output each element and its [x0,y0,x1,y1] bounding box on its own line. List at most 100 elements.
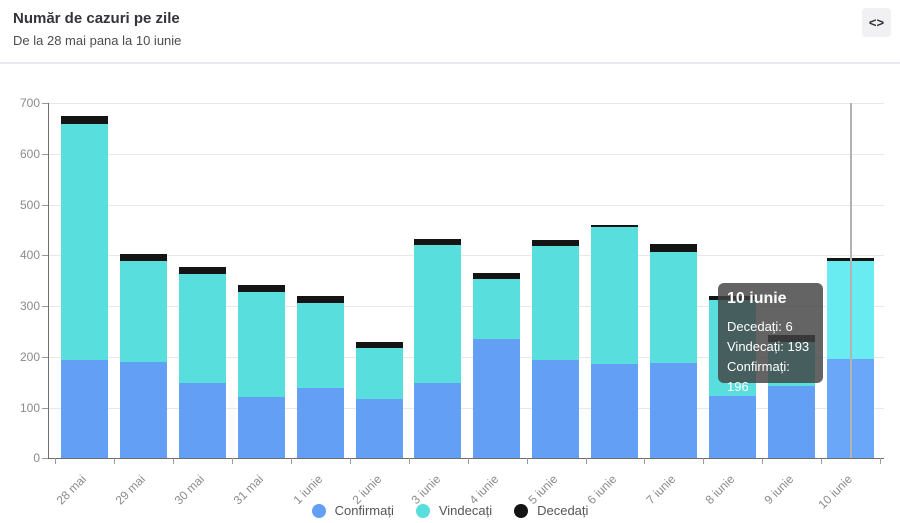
x-axis-tick [55,458,57,465]
y-axis-line [48,103,49,459]
bar-segment-confirmati[interactable] [591,364,639,459]
legend-dot-icon [311,503,326,518]
bar-segment-confirmati[interactable] [414,382,462,459]
x-axis-tick [291,458,292,465]
bar-segment-confirmati[interactable] [473,339,521,459]
bar-segment-vindecati[interactable] [414,244,462,383]
y-axis-label: 500 [19,197,40,212]
bar-segment-decedati[interactable] [355,341,403,348]
bar-6-iunie[interactable] [591,103,639,459]
bar-segment-vindecati[interactable] [650,251,697,364]
legend-label: Confirmați [334,503,394,518]
gridline [48,356,884,358]
bar-28-mai[interactable] [61,103,108,459]
bar-segment-vindecati[interactable] [473,278,521,340]
gridline [48,306,884,308]
bar-7-iunie[interactable] [650,103,697,459]
y-axis-tick [42,356,48,358]
bar-segment-vindecati[interactable] [178,274,226,383]
bar-segment-confirmati[interactable] [61,359,108,459]
bar-segment-decedati[interactable] [296,296,344,303]
y-axis-tick [42,407,48,409]
bar-segment-decedati[interactable] [532,239,580,246]
y-axis-tick [42,103,48,105]
x-axis-tick [880,458,881,465]
bar-segment-vindecati[interactable] [591,227,639,365]
x-axis-tick [762,458,764,465]
y-axis-label: 100 [19,400,40,415]
bar-segment-decedati[interactable] [591,224,639,228]
bar-segment-vindecati[interactable] [61,124,108,360]
bar-2-iunie[interactable] [355,103,403,459]
bar-segment-vindecati[interactable] [296,302,344,389]
bar-segment-confirmati[interactable] [767,385,815,459]
bar-segment-confirmati[interactable] [178,382,226,459]
x-axis-tick [821,458,823,465]
gridline [48,103,884,105]
bar-segment-decedati[interactable] [414,238,462,245]
bar-segment-vindecati[interactable] [532,245,580,361]
y-axis-label: 300 [19,299,40,314]
legend-item-decedați[interactable]: Decedați [514,503,588,518]
bar-8-iunie[interactable] [708,103,756,459]
y-axis-tick [42,154,48,155]
legend-dot-icon [514,503,529,518]
y-axis-tick [42,204,48,206]
y-axis-label: 700 [19,96,40,111]
x-axis-line [48,458,884,460]
bar-3-iunie[interactable] [414,103,462,459]
stacked-bar-chart: 0 100 200 300 400 500 600 700 28 mai 29 mai 30 mai… [0,63,900,512]
chart-tooltip: 10 iunie Decedați: 6 Vindecați: 193 Confir… [718,283,823,394]
tooltip-title: 10 iunie [727,290,787,307]
bar-segment-confirmati[interactable] [650,363,697,459]
y-axis-tick [42,458,48,460]
bar-segment-decedati[interactable] [237,285,285,292]
tooltip-line: Confirmați: 196 [727,359,790,394]
gridline [48,255,884,257]
x-axis-tick [408,458,410,465]
bar-segment-decedati[interactable] [61,116,108,125]
gridline [48,154,884,155]
bar-30-mai[interactable] [178,103,226,459]
x-axis-tick [173,458,175,465]
bar-1-iunie[interactable] [296,103,344,459]
widget-header: Număr de cazuri pe zile De la 28 mai pan… [0,0,900,63]
y-axis-label: 200 [19,349,40,364]
gridline [48,204,884,206]
bar-5-iunie[interactable] [532,103,580,459]
legend-item-confirmați[interactable]: Confirmați [311,503,394,518]
gridline [48,407,884,409]
bar-segment-vindecati[interactable] [237,291,285,397]
bar-4-iunie[interactable] [473,103,521,459]
bar-segment-decedati[interactable] [119,253,167,262]
page-title: Număr de cazuri pe zile [13,10,180,27]
y-axis-tick [42,306,48,308]
legend-label: Decedați [537,503,589,518]
tooltip-line: Decedați: 6 [727,319,793,334]
bar-9-iunie[interactable] [767,103,815,459]
bar-segment-decedati[interactable] [473,273,521,279]
code-icon: <> [868,15,885,30]
tooltip-line: Vindecați: 193 [727,339,810,354]
bar-segment-vindecati[interactable] [355,347,403,400]
bar-segment-confirmati[interactable] [355,399,403,459]
bar-29-mai[interactable] [119,103,167,459]
x-axis-tick [644,458,646,465]
bar-segment-confirmati[interactable] [237,396,285,459]
bar-segment-confirmati[interactable] [296,388,344,459]
bar-segment-decedati[interactable] [178,267,226,275]
embed-code-button[interactable]: <> [862,8,891,37]
bar-segment-confirmati[interactable] [532,360,580,459]
header-divider [0,62,900,64]
y-axis-label: 400 [19,248,40,263]
x-axis-tick [232,458,234,465]
bar-segment-confirmati[interactable] [119,362,167,459]
bar-segment-confirmati[interactable] [708,396,756,459]
legend-dot-icon [415,503,430,518]
legend-item-vindecați[interactable]: Vindecați [415,503,493,518]
bar-segment-decedati[interactable] [650,244,697,252]
date-range-subtitle: De la 28 mai pana la 10 iunie [13,33,182,48]
legend-label: Vindecați [438,503,493,518]
bar-31-mai[interactable] [237,103,285,459]
bar-segment-vindecati[interactable] [119,261,167,363]
